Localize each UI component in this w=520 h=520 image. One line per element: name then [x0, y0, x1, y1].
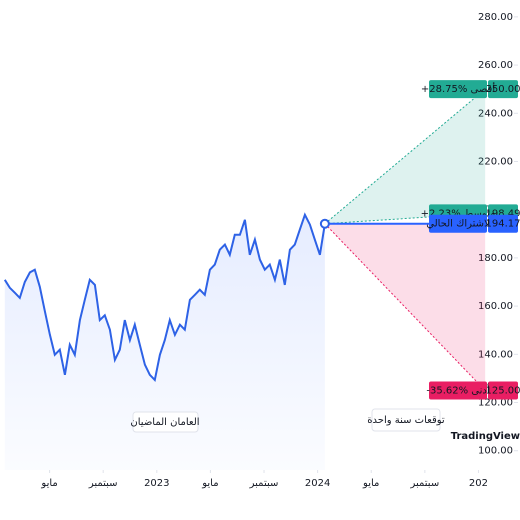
value-badge-label: 250.00 [486, 84, 520, 95]
x-tick-label: 2024 [305, 478, 330, 489]
value-badge-label: 194.17 [486, 219, 520, 230]
y-tick-label: 120.00 [478, 398, 513, 409]
y-tick-label: 100.00 [478, 446, 513, 457]
x-tick-label: مايو [40, 478, 57, 489]
forecast-max-line [324, 88, 486, 225]
price-line [3, 212, 326, 382]
forecast-label: توقعات سنة واحدة [367, 415, 445, 426]
logo: TradingView [451, 431, 520, 442]
x-tick-label: مايو [362, 478, 379, 489]
text-badge [429, 214, 487, 233]
y-tick-label: 220.00 [478, 156, 513, 167]
value-badge [488, 80, 518, 99]
past-label: العامان الماضيان [130, 417, 199, 428]
text-badge-label: لاشتراك الحالي [426, 219, 490, 230]
text-badge [429, 80, 487, 99]
current-point [319, 218, 330, 229]
y-tick-label: 240.00 [478, 108, 513, 119]
value-badge [488, 214, 518, 233]
y-tick-label: 160.00 [478, 301, 513, 312]
text-badge [429, 381, 487, 400]
x-tick-label: 202 [469, 478, 488, 489]
value-badge-label: 125.00 [486, 385, 520, 396]
y-tick-label: 180.00 [478, 253, 513, 264]
value-badge [488, 381, 518, 400]
x-tick-label: 2023 [144, 478, 169, 489]
y-tick-label: 140.00 [478, 349, 513, 360]
forecast-min-line [324, 223, 486, 391]
x-tick-label: سبتمبر [409, 478, 439, 489]
y-tick-label: 260.00 [478, 60, 513, 71]
text-badge-label: -35.62% أدنى [426, 383, 489, 396]
value-badge-label: 198.49 [486, 208, 520, 219]
forecast-box [371, 408, 441, 432]
past-box [132, 411, 199, 433]
x-tick-label: سبتمبر [249, 478, 279, 489]
x-tick-label: مايو [201, 478, 218, 489]
y-tick-label: 280.00 [478, 12, 513, 23]
x-tick-label: سبتمبر [88, 478, 118, 489]
text-badge-label: +2.23% متوسط [421, 208, 496, 219]
text-badge-label: +28.75% أقصى [421, 82, 495, 95]
